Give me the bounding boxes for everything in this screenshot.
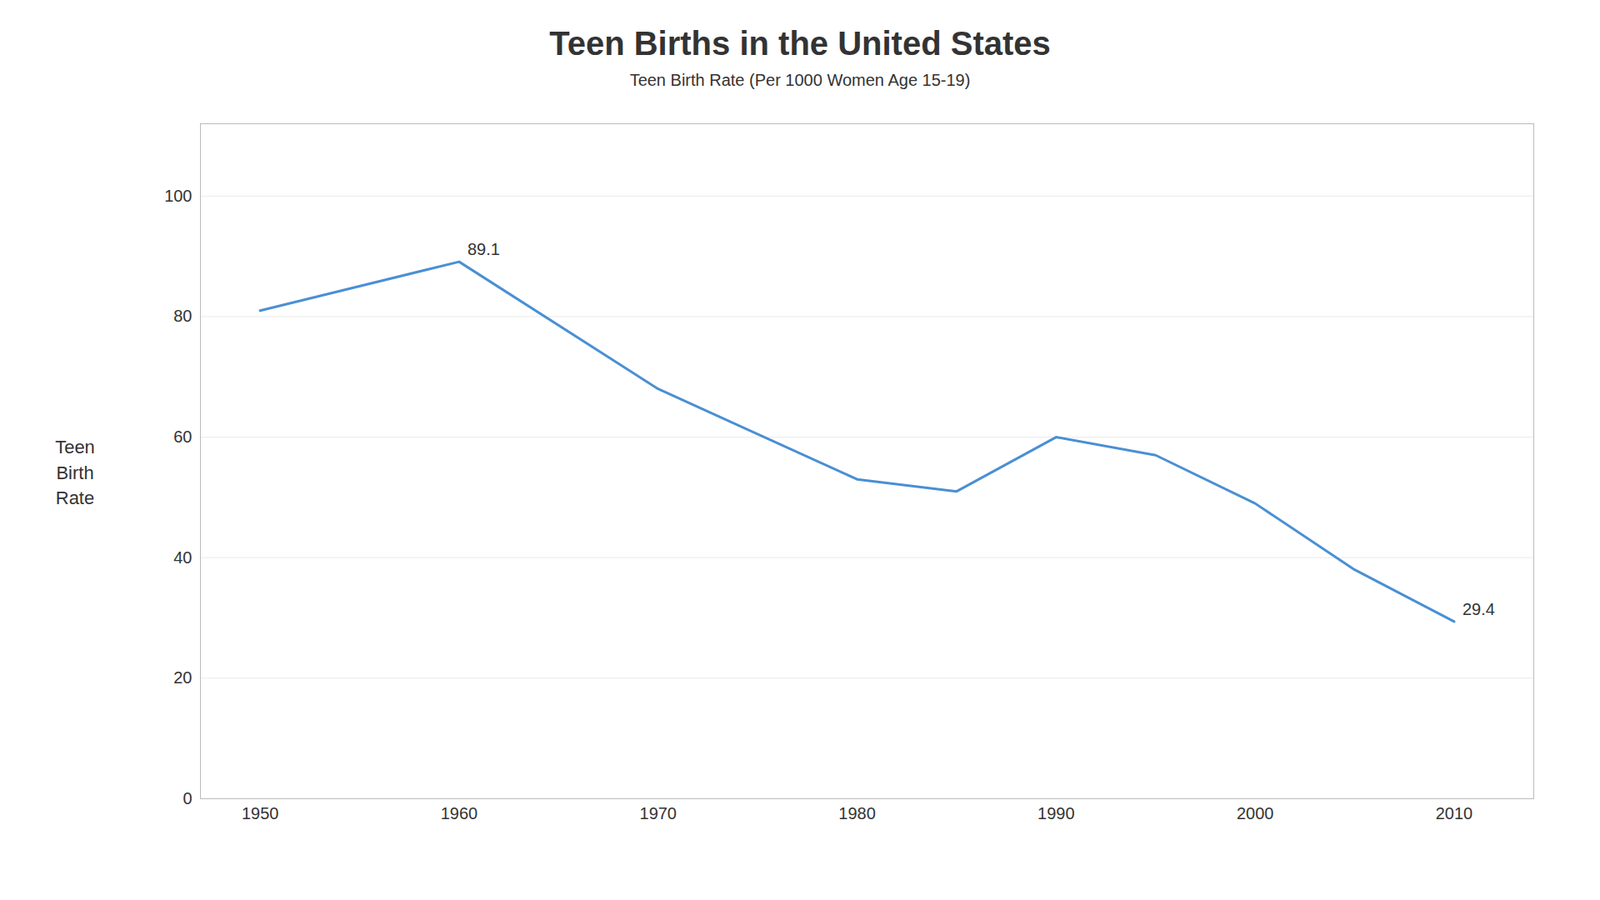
svg-text:2010: 2010	[1435, 804, 1474, 823]
svg-text:2000: 2000	[1236, 804, 1275, 823]
svg-text:40: 40	[173, 548, 192, 567]
svg-text:1960: 1960	[440, 804, 479, 823]
svg-text:1990: 1990	[1037, 804, 1075, 823]
svg-text:1950: 1950	[241, 804, 280, 823]
svg-text:0: 0	[182, 789, 192, 808]
svg-text:60: 60	[173, 427, 192, 446]
svg-text:1980: 1980	[838, 804, 876, 823]
html-text:Birth: Birth	[56, 462, 94, 483]
svg-text:80: 80	[173, 306, 192, 325]
html-text:Rate: Rate	[55, 487, 95, 509]
html-text:Teen Births in the United Stat: Teen Births in the United States	[549, 25, 1051, 62]
svg-text:20: 20	[173, 668, 192, 687]
html-text:Teen: Teen	[55, 436, 95, 458]
svg-text:1970: 1970	[640, 804, 678, 823]
html-text:Teen Birth Rate (Per 1000 Wome: Teen Birth Rate (Per 1000 Women Age 15-1…	[629, 70, 971, 90]
svg-text:89.1: 89.1	[467, 240, 500, 259]
svg-text:100: 100	[164, 186, 192, 205]
svg-text:29.4: 29.4	[1462, 600, 1495, 619]
